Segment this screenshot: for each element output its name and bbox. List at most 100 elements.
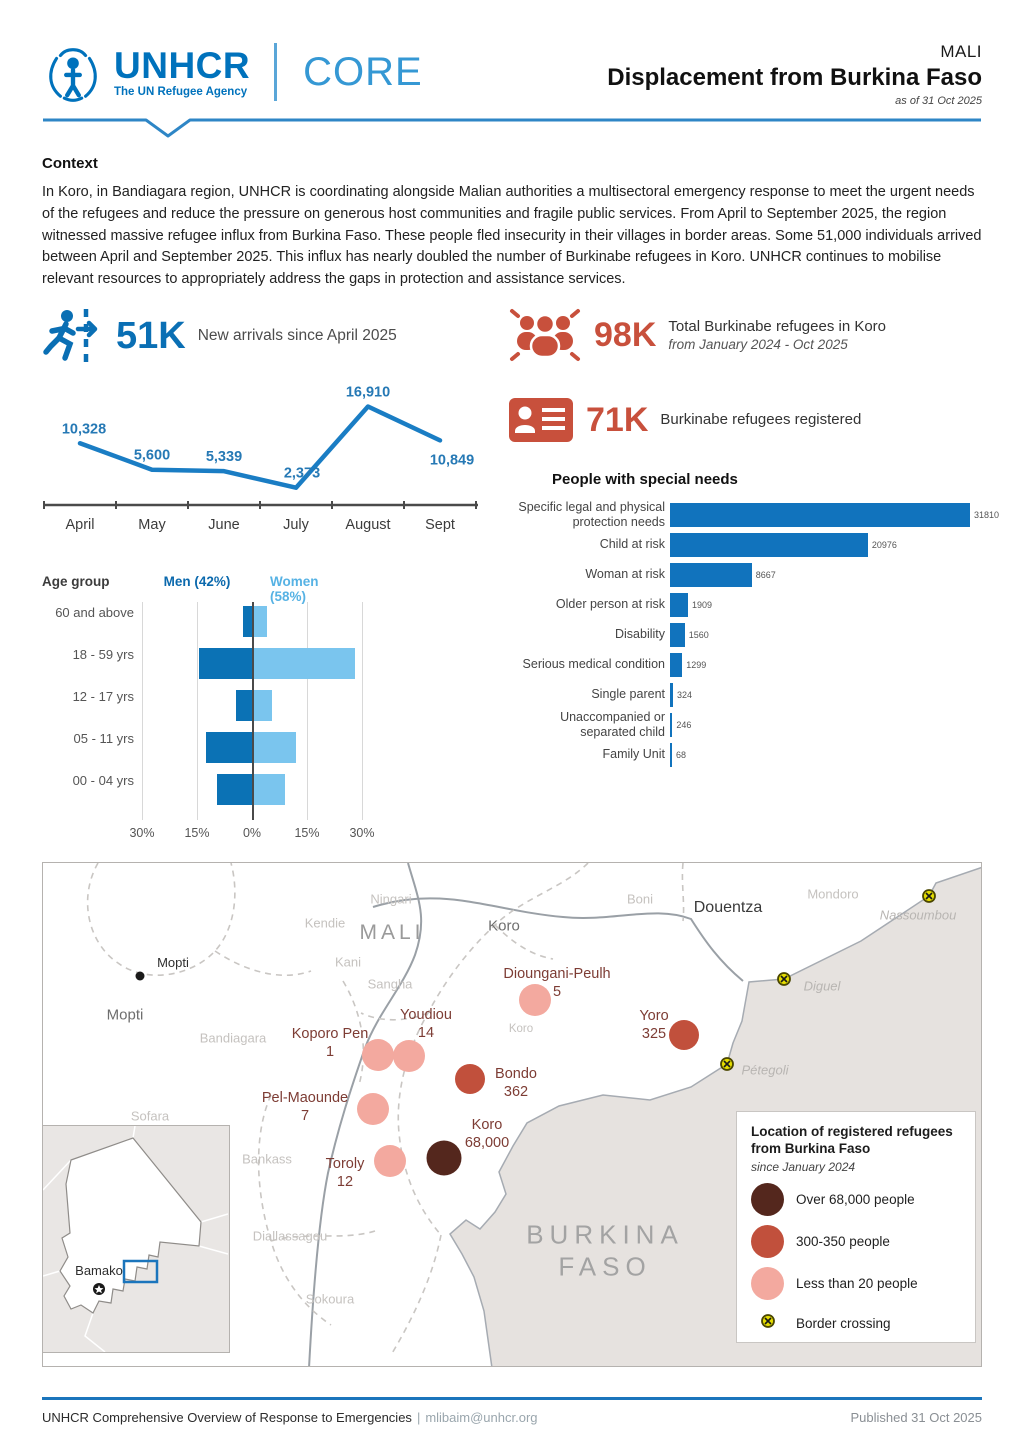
- refugee-location-marker: [519, 983, 551, 1016]
- kpi-value-98k: 98K: [594, 315, 657, 354]
- legend-item-label: Over 68,000 people: [796, 1191, 915, 1207]
- right-column: 98K Total Burkinabe refugees in Koro fro…: [508, 305, 999, 844]
- refugee-location-marker: [455, 1063, 485, 1094]
- needs-value-label: 1299: [686, 659, 707, 670]
- needs-value-label: 1909: [692, 599, 713, 610]
- needs-bar: [670, 712, 673, 737]
- map-place-label: Bankass: [242, 1151, 292, 1167]
- needs-bar-area: 8667: [670, 562, 999, 587]
- needs-row: Woman at risk 8667: [508, 560, 999, 590]
- map-place-label: Diallassagou: [252, 1228, 328, 1244]
- legend-subtitle: since January 2024: [751, 1159, 856, 1174]
- map-place-label: BURKINA FASO: [526, 1219, 684, 1282]
- running-person-icon: [43, 308, 98, 363]
- needs-row: Unaccompanied or separated child 246: [508, 710, 999, 740]
- kpi-label-71k: Burkinabe refugees registered: [660, 411, 862, 429]
- needs-row: Family Unit 68: [508, 740, 999, 770]
- location-value: 12: [336, 1173, 354, 1190]
- map-place-label: Bandiagara: [199, 1030, 267, 1046]
- pyramid-row-label: 12 - 17 yrs: [72, 688, 134, 704]
- pyramid-tick-label: 30%: [349, 825, 375, 840]
- mali-country-shape: [59, 1137, 202, 1314]
- needs-category-label: Single parent: [591, 687, 665, 702]
- needs-bar: [670, 682, 674, 707]
- needs-category-label: Older person at risk: [555, 597, 665, 612]
- needs-row: Single parent 324: [508, 680, 999, 710]
- pyramid-row-label: 00 - 04 yrs: [72, 772, 134, 788]
- needs-bar-area: 31810: [670, 502, 1000, 527]
- kpi-total-refugees: 98K Total Burkinabe refugees in Koro fro…: [508, 305, 999, 365]
- map-legend: Location of registered refugees from Bur…: [736, 1110, 976, 1343]
- arrivals-line: [77, 404, 443, 490]
- legend-crossing-icon: [760, 1313, 776, 1334]
- needs-chart-title: People with special needs: [552, 470, 738, 488]
- id-card-icon: [509, 397, 573, 442]
- arrivals-line-chart: 10,328 5,600 5,339 2,373 16,910 10,849 April Ma…: [42, 381, 490, 548]
- needs-bar-area: 1909: [670, 592, 999, 617]
- location-value: 362: [503, 1083, 529, 1100]
- legend-item-label: 300-350 people: [796, 1233, 890, 1249]
- border-crossing-label: Diguel: [803, 978, 841, 994]
- inset-focus-rectangle: [122, 1259, 159, 1283]
- pyramid-women-bar: [254, 773, 286, 805]
- kpi-new-arrivals: 51K New arrivals since April 2025: [42, 305, 490, 367]
- pyramid-tick-label: 30%: [129, 825, 155, 840]
- refugee-location-marker: [393, 1039, 425, 1072]
- needs-category-label: Unaccompanied or separated child: [560, 709, 665, 739]
- needs-category-label: Disability: [614, 627, 665, 642]
- page-title: Displacement from Burkina Faso: [607, 64, 982, 91]
- pyramid-men-bar: [217, 773, 252, 805]
- context-section: Context In Koro, in Bandiagara region, U…: [42, 155, 982, 291]
- location-name: Dioungani-Peulh: [503, 965, 611, 982]
- refugee-location-label: Toroly 12: [326, 1155, 365, 1191]
- month-tick-label: June: [208, 517, 239, 533]
- needs-bar-area: 324: [670, 682, 999, 707]
- org-tagline: The UN Refugee Agency: [114, 85, 248, 98]
- pyramid-gridline: [197, 601, 198, 820]
- refugee-location-label: Dioungani-Peulh 5: [503, 965, 610, 1001]
- refugee-location-marker: [357, 1092, 389, 1125]
- border-crossing-label: Pétegoli: [741, 1062, 789, 1078]
- pyramid-men-bar: [206, 731, 252, 763]
- needs-row: Child at risk 20976: [508, 530, 999, 560]
- location-value: 5: [552, 983, 562, 1000]
- map-place-label: MALI: [359, 920, 425, 944]
- location-value: 68,000: [464, 1134, 510, 1151]
- needs-bar: [670, 562, 752, 587]
- kpi-text-98k: Total Burkinabe refugees in Koro from Ja…: [668, 318, 886, 352]
- location-value: 325: [641, 1025, 667, 1042]
- pyramid-header: Age group Men (42%) Women (58%): [42, 574, 402, 604]
- footer-text-row: UNHCR Comprehensive Overview of Response…: [42, 1410, 982, 1425]
- footer-email-link[interactable]: mlibaim@unhcr.org: [425, 1410, 538, 1425]
- header: UNHCR The UN Refugee Agency CORE MALI Di…: [42, 40, 982, 107]
- pyramid-women-bar: [254, 689, 273, 721]
- pyramid-men-bar: [242, 605, 252, 637]
- kpi-label-51k: New arrivals since April 2025: [197, 326, 397, 344]
- border-crossing-label: Nassoumbou: [879, 907, 957, 923]
- pyramid-men-bar: [235, 689, 252, 721]
- kpi-label-98k: Total Burkinabe refugees in Koro: [668, 317, 887, 335]
- line-point-label: 5,600: [134, 447, 170, 463]
- border-crossing-icon: [921, 888, 937, 904]
- needs-value-label: 31810: [974, 509, 1000, 520]
- pyramid-plot: 60 and above 18 - 59 yrs 12 - 17 yrs 05 - 1…: [42, 601, 402, 820]
- map-place-label: Boni: [626, 891, 654, 907]
- month-tick-label: Sept: [425, 517, 455, 533]
- location-name: Toroly: [325, 1155, 365, 1172]
- left-column: 51K New arrivals since April 2025 10,328…: [42, 305, 490, 844]
- needs-bar: [670, 592, 688, 617]
- map-place-label: Mondoro: [807, 886, 859, 902]
- refugee-location-label: Youdiou 14: [400, 1006, 452, 1042]
- kpi-value-51k: 51K: [116, 314, 186, 357]
- map-place-label: Kendie: [304, 915, 346, 931]
- line-point-label: 16,910: [346, 384, 390, 400]
- needs-bar: [670, 622, 685, 647]
- map-place-label: Douentza: [693, 898, 763, 916]
- core-brand: CORE: [303, 50, 423, 94]
- legend-item-label: Less than 20 people: [796, 1275, 918, 1291]
- displacement-map: MALI BURKINA FASO Douentza Koro Mopti Kendie N…: [42, 861, 982, 1367]
- needs-category-label: Woman at risk: [585, 567, 665, 582]
- month-tick-label: August: [345, 517, 390, 533]
- map-overlay: MALI BURKINA FASO Douentza Koro Mopti Kendie N…: [43, 863, 981, 1366]
